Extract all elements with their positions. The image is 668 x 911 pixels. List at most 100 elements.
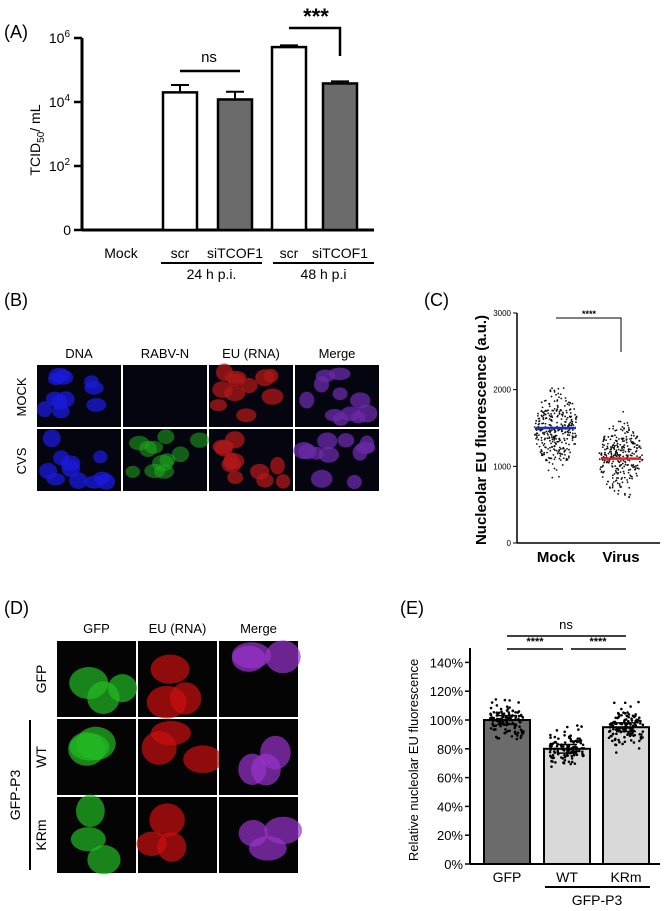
cell-nucleus <box>346 474 362 490</box>
data-point <box>554 740 557 744</box>
data-point <box>542 432 545 435</box>
cell-nucleus <box>240 377 258 394</box>
data-point <box>613 490 616 492</box>
significance-bracket <box>556 317 622 352</box>
category-label: GFP <box>493 869 522 885</box>
significance-label: *** <box>303 4 329 29</box>
data-point <box>520 731 524 735</box>
data-point <box>569 737 572 741</box>
data-point <box>547 433 549 436</box>
data-point <box>568 448 570 451</box>
data-point <box>571 422 573 425</box>
data-point <box>622 410 625 413</box>
y-label-part: TCID <box>27 143 43 176</box>
data-point <box>555 729 559 732</box>
y-label-part: / mL <box>27 104 43 131</box>
data-point <box>567 745 570 749</box>
data-point <box>509 717 512 720</box>
data-point <box>552 454 555 456</box>
data-point <box>611 486 614 489</box>
data-point <box>537 417 540 420</box>
data-point <box>631 452 634 455</box>
data-point <box>557 387 560 390</box>
significance-label: **** <box>582 309 597 319</box>
data-point <box>540 410 543 412</box>
data-point <box>548 405 551 408</box>
data-point <box>616 444 618 447</box>
data-point <box>553 435 556 438</box>
micrograph-column-label: Merge <box>240 621 277 636</box>
data-point <box>562 387 565 390</box>
data-point <box>629 448 632 451</box>
data-point <box>632 715 636 719</box>
cell-nucleus <box>221 456 242 473</box>
data-point <box>605 439 608 442</box>
data-point <box>611 474 614 477</box>
data-point <box>614 465 617 467</box>
data-point <box>490 701 494 704</box>
panel-label-a: (A) <box>4 22 28 42</box>
data-point <box>622 451 625 454</box>
data-point <box>549 415 552 418</box>
data-point <box>615 436 618 439</box>
data-point <box>500 718 504 721</box>
data-point <box>632 464 635 466</box>
data-point <box>630 434 633 437</box>
cell-nucleus <box>250 463 270 480</box>
data-point <box>632 430 634 433</box>
data-point <box>564 431 566 434</box>
data-point <box>616 446 619 448</box>
data-point <box>615 471 618 474</box>
data-point <box>558 446 561 449</box>
data-point <box>629 468 632 471</box>
data-point <box>557 392 560 395</box>
data-point <box>565 725 569 729</box>
data-point <box>553 735 557 739</box>
data-point <box>508 729 512 733</box>
data-point <box>561 745 565 748</box>
data-point <box>553 412 556 415</box>
data-point <box>565 442 567 445</box>
cell-nucleus <box>231 645 266 672</box>
data-point <box>564 420 567 423</box>
data-point <box>514 718 517 721</box>
data-point <box>553 458 556 461</box>
data-point <box>559 455 562 457</box>
data-point <box>547 456 550 459</box>
data-point <box>534 433 537 436</box>
data-point <box>540 439 543 442</box>
data-point <box>622 455 624 458</box>
y-tick-label: 100% <box>430 713 464 728</box>
data-point <box>627 448 630 450</box>
data-point <box>563 759 567 762</box>
data-point <box>551 742 554 746</box>
data-point <box>626 720 630 723</box>
data-point <box>639 447 642 450</box>
data-point <box>624 494 626 496</box>
data-point <box>635 472 638 475</box>
data-point <box>611 484 614 487</box>
data-point <box>547 430 550 433</box>
data-point <box>633 466 636 468</box>
data-point <box>627 469 630 472</box>
data-point <box>605 461 608 464</box>
data-point <box>541 415 544 418</box>
data-point <box>615 429 618 432</box>
data-point <box>612 727 615 731</box>
tick-base: 10 <box>49 30 65 46</box>
data-point <box>609 734 613 738</box>
data-point <box>553 400 556 403</box>
data-point <box>623 701 627 705</box>
data-point <box>636 474 638 477</box>
data-point <box>539 451 542 453</box>
tick-base: 10 <box>49 94 65 110</box>
cell-nucleus <box>76 794 105 828</box>
data-point <box>563 405 566 407</box>
bar <box>321 82 359 232</box>
data-point <box>609 438 612 441</box>
data-point <box>550 436 553 439</box>
data-point <box>580 747 584 750</box>
data-point <box>567 735 571 739</box>
data-point <box>612 481 615 483</box>
cell-nucleus <box>125 465 140 478</box>
